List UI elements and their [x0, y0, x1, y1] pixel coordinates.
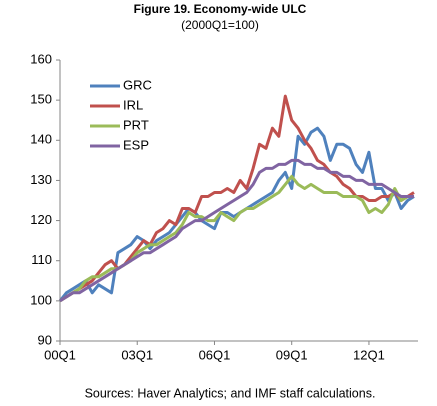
chart-title: Figure 19. Economy-wide ULC	[134, 2, 307, 16]
legend-label: PRT	[123, 117, 149, 132]
series-line	[59, 158, 414, 303]
y-tick-label: 160	[30, 51, 52, 66]
y-tick-label: 110	[31, 252, 52, 267]
y-tick-label: 150	[30, 92, 52, 107]
legend-label: GRC	[123, 77, 152, 92]
x-tick-label: 06Q1	[199, 347, 231, 362]
y-tick-label: 100	[30, 292, 52, 307]
x-tick-label: 03Q1	[121, 347, 153, 362]
chart-subtitle: (2000Q1=100)	[181, 18, 259, 32]
x-tick-label: 00Q1	[44, 347, 76, 362]
legend-label: ESP	[123, 137, 149, 152]
y-tick-label: 90	[38, 332, 52, 347]
y-tick-label: 130	[30, 172, 52, 187]
source-note: Sources: Haver Analytics; and IMF staff …	[85, 386, 376, 400]
legend-label: IRL	[123, 97, 143, 112]
y-tick-label: 140	[30, 132, 52, 147]
x-tick-label: 12Q1	[353, 347, 385, 362]
x-tick-label: 09Q1	[276, 347, 308, 362]
y-tick-label: 120	[30, 212, 52, 227]
